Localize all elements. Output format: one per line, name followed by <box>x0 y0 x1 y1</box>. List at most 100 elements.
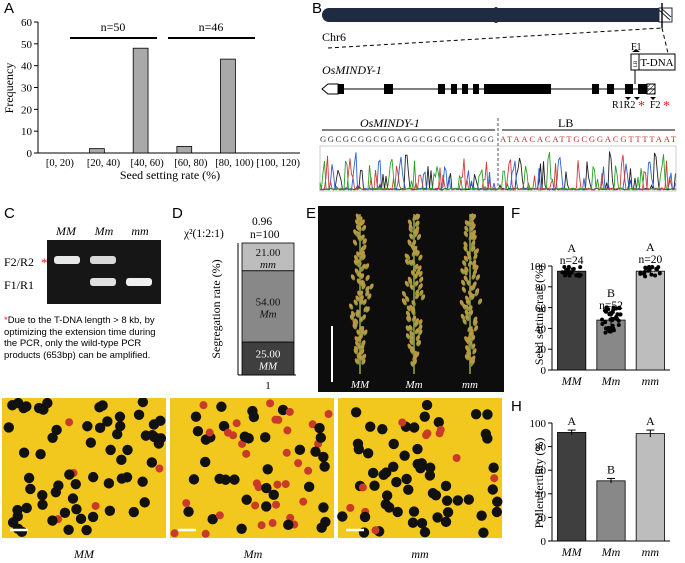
fertile-pollen <box>183 506 194 517</box>
d-segment-value: 25.00 <box>256 349 281 361</box>
fertile-pollen <box>388 461 399 473</box>
ytick-label: 80 <box>535 442 547 454</box>
fertile-pollen <box>218 420 230 432</box>
grain <box>464 309 469 316</box>
fertile-pollen <box>314 422 325 434</box>
f2-label: F2 <box>650 100 661 111</box>
a-xlabel: Seed setting rate (%) <box>120 168 220 182</box>
fertile-pollen <box>85 437 97 448</box>
fertile-pollen <box>18 447 30 458</box>
d-segment-name: mm <box>260 259 276 271</box>
grain <box>418 283 423 290</box>
sterile-pollen <box>238 439 247 448</box>
grain <box>463 245 468 252</box>
bar <box>635 270 665 371</box>
fertile-pollen <box>319 461 330 472</box>
fertile-pollen <box>63 524 74 535</box>
data-point <box>611 326 616 331</box>
fertile-pollen <box>401 473 412 485</box>
grain <box>473 253 478 260</box>
fertile-pollen <box>478 527 489 538</box>
x-label: MM <box>561 545 583 559</box>
grain <box>408 223 413 231</box>
fertile-pollen <box>419 526 431 538</box>
chr-label: Chr6 <box>322 30 346 44</box>
panel-h-chart: 0 20 40 60 80 100 A MM B Mm Amm Pollen fertility (… <box>530 414 670 559</box>
grain <box>464 220 470 227</box>
data-point <box>600 317 605 322</box>
significance-letter: B <box>607 286 615 300</box>
seq-right: ATAACACATTGCGGACGTTTTAAT <box>500 134 677 144</box>
fertile-pollen <box>492 496 503 507</box>
fertile-pollen <box>216 401 227 412</box>
sterile-pollen <box>272 500 281 509</box>
fertile-pollen <box>294 444 306 456</box>
grain <box>410 361 415 368</box>
fertile-pollen <box>440 516 452 528</box>
grain <box>355 311 360 318</box>
grain <box>401 290 407 298</box>
fertile-pollen <box>112 428 123 440</box>
fertile-pollen <box>362 448 374 459</box>
grain <box>414 280 419 287</box>
fertile-pollen <box>190 411 202 422</box>
grain <box>364 263 370 270</box>
grain <box>360 234 365 241</box>
x-label: mm <box>642 545 660 559</box>
data-point <box>604 305 609 310</box>
grain <box>359 273 365 280</box>
fertile-pollen <box>155 433 167 444</box>
x-label: mm <box>642 374 660 388</box>
grain <box>411 315 417 322</box>
fertile-pollen <box>133 409 145 420</box>
sterile-pollen <box>252 479 261 488</box>
fertile-pollen <box>440 480 452 492</box>
a-xtick-label: [60, 80) <box>174 158 208 169</box>
grain <box>411 250 417 257</box>
f1r1-label: F1/R1 <box>4 278 34 292</box>
grain <box>416 233 422 241</box>
f-ylabel: Seed setting rate (%) <box>532 265 546 365</box>
fertile-pollen <box>350 407 362 418</box>
fertile-pollen <box>416 517 428 529</box>
x-label: Mm <box>601 545 621 559</box>
grain <box>465 314 470 322</box>
sterile-pollen <box>215 511 224 520</box>
grain <box>352 239 358 246</box>
grain <box>467 254 472 261</box>
grain <box>471 273 476 280</box>
grain <box>405 310 411 317</box>
n-left-label: n=50 <box>101 20 126 34</box>
grain <box>357 344 362 351</box>
fertile-pollen <box>241 494 252 505</box>
grain <box>410 348 415 355</box>
grain <box>475 274 481 281</box>
grain <box>402 299 407 306</box>
fertile-pollen <box>318 451 329 463</box>
sterile-pollen <box>452 453 461 462</box>
d-segment-value: 54.00 <box>256 296 281 308</box>
seq-left: GGCGCGGCGGAGGCGGCGCGGGG <box>320 134 494 144</box>
fertile-pollen <box>419 411 430 422</box>
data-point <box>649 272 654 277</box>
tdna-label: T-DNA <box>640 57 673 69</box>
data-point <box>610 310 615 315</box>
grain <box>462 318 467 325</box>
grain <box>363 306 368 313</box>
fertile-pollen <box>441 495 453 506</box>
sterile-pollen <box>257 521 266 530</box>
fertile-pollen <box>476 510 487 521</box>
gel-image <box>47 240 161 304</box>
fertile-pollen <box>316 522 327 533</box>
sterile-pollen <box>91 501 100 510</box>
data-point <box>563 273 568 278</box>
bar <box>557 270 587 371</box>
sterile-pollen <box>268 519 277 528</box>
significance-letter: A <box>646 240 655 254</box>
fertile-pollen <box>365 421 376 432</box>
ytick-label: 40 <box>535 323 547 335</box>
ytick-label: 20 <box>535 512 547 524</box>
grain <box>361 358 366 365</box>
grain <box>408 278 413 285</box>
fertile-pollen <box>114 411 126 422</box>
